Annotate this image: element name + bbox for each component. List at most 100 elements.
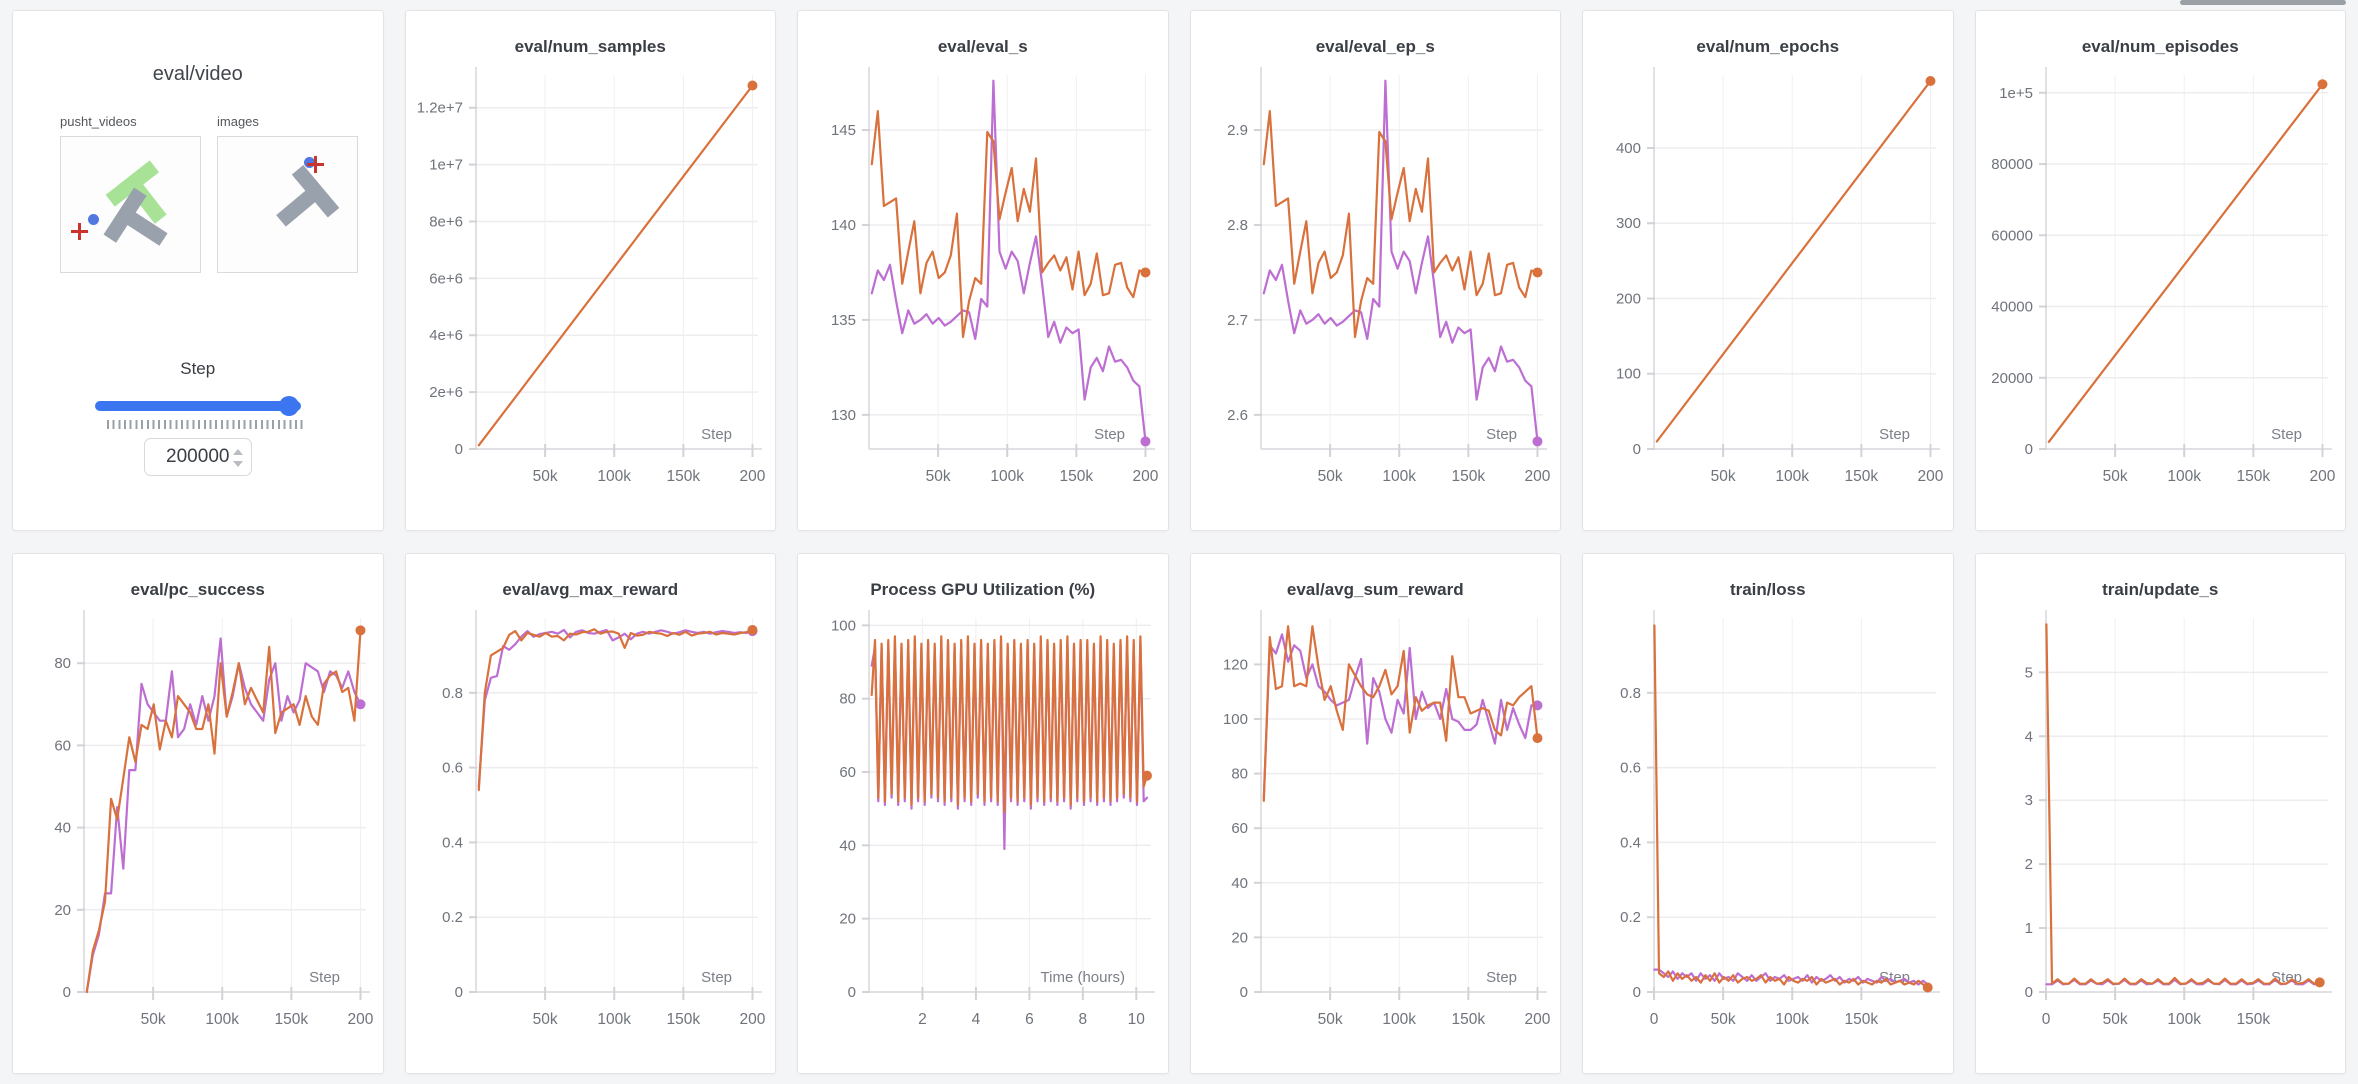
svg-text:200: 200	[347, 1011, 373, 1028]
svg-text:100k: 100k	[1775, 468, 1809, 485]
svg-text:150k: 150k	[2237, 468, 2271, 485]
svg-text:2.6: 2.6	[1227, 407, 1248, 424]
svg-text:1e+5: 1e+5	[1999, 85, 2033, 102]
svg-text:60: 60	[1232, 820, 1249, 837]
chart-title: eval/avg_max_reward	[502, 580, 679, 599]
svg-text:Step: Step	[309, 969, 340, 986]
svg-text:100k: 100k	[990, 468, 1024, 485]
gpu-utilization-chart[interactable]: 0 20 40 60 80 100 2 4 6 8 10 Time (hours)	[807, 604, 1159, 1056]
num-epochs-chart[interactable]: 0 100 200 300 400 50k 100k 150k 200 Step	[1592, 61, 1944, 513]
chart-title: eval/eval_ep_s	[1315, 37, 1435, 56]
svg-text:40000: 40000	[1992, 299, 2034, 316]
stepper-down-icon[interactable]	[232, 461, 243, 467]
chart-title: Process GPU Utilization (%)	[870, 580, 1096, 599]
svg-text:Time (hours): Time (hours)	[1040, 969, 1124, 986]
svg-text:0: 0	[2025, 984, 2033, 1001]
step-slider[interactable]	[94, 395, 301, 417]
svg-text:5: 5	[2025, 664, 2033, 681]
media-label-pusht-videos: pusht_videos	[60, 114, 137, 129]
svg-text:0: 0	[1632, 441, 1640, 458]
svg-text:4e+6: 4e+6	[429, 327, 463, 344]
svg-text:200: 200	[740, 468, 766, 485]
video-thumbnail-pusht[interactable]	[60, 136, 201, 273]
svg-text:1.2e+7: 1.2e+7	[417, 100, 463, 117]
horizontal-scrollbar-thumb[interactable]	[2180, 0, 2346, 5]
svg-text:0: 0	[455, 984, 463, 1001]
svg-text:150k: 150k	[1059, 468, 1093, 485]
svg-text:Step: Step	[1486, 426, 1517, 443]
step-value-input[interactable]: 200000	[143, 438, 252, 476]
svg-text:20: 20	[54, 902, 71, 919]
svg-text:100k: 100k	[598, 1011, 632, 1028]
svg-text:50k: 50k	[533, 468, 558, 485]
svg-text:100k: 100k	[1383, 1011, 1417, 1028]
svg-text:100k: 100k	[2168, 1011, 2202, 1028]
panel-eval-eval-ep-s: eval/eval_ep_s 2.6 2.7 2.8 2.9 50k 100k 150k 20…	[1189, 10, 1561, 531]
svg-text:150k: 150k	[667, 1011, 701, 1028]
svg-text:0: 0	[2042, 1011, 2051, 1028]
svg-text:130: 130	[831, 407, 856, 424]
panel-eval-eval-s: eval/eval_s 130 135 140 145 50k 100k 150k 200 St…	[797, 10, 1169, 531]
svg-text:0: 0	[62, 984, 70, 1001]
avg-max-reward-chart[interactable]: 0 0.2 0.4 0.6 0.8 50k 100k 150k 200 Step	[414, 604, 766, 1056]
number-stepper[interactable]	[232, 447, 243, 469]
svg-text:100k: 100k	[1383, 468, 1417, 485]
svg-text:200: 200	[1616, 290, 1641, 307]
svg-text:135: 135	[831, 312, 856, 329]
svg-text:150k: 150k	[1844, 468, 1878, 485]
svg-text:150k: 150k	[1452, 468, 1486, 485]
svg-text:20000: 20000	[1992, 370, 2034, 387]
avg-sum-reward-chart[interactable]: 0 20 40 60 80 100 120 50k 100k 150k 200 Step	[1199, 604, 1551, 1056]
stepper-up-icon[interactable]	[232, 449, 243, 455]
svg-text:0.4: 0.4	[1620, 834, 1641, 851]
svg-text:60: 60	[839, 764, 856, 781]
svg-text:20: 20	[1232, 929, 1249, 946]
chart-title: eval/eval_s	[937, 37, 1028, 56]
panel-train-loss: train/loss 0 0.2 0.4 0.6 0.8 0 50k 100k 150k Step	[1582, 553, 1954, 1074]
panel-eval-num-samples: eval/num_samples 0 2e+6 4e+6 6e+6 8e+6 1e+7 1.…	[404, 10, 776, 531]
svg-text:Step: Step	[2271, 426, 2302, 443]
svg-text:50k: 50k	[140, 1011, 165, 1028]
image-thumbnail[interactable]	[217, 136, 358, 273]
slider-thumb[interactable]	[278, 396, 299, 416]
svg-text:0.4: 0.4	[442, 834, 463, 851]
svg-text:145: 145	[831, 122, 856, 139]
num-samples-chart[interactable]: 0 2e+6 4e+6 6e+6 8e+6 1e+7 1.2e+7 50k 100k 150k 20…	[414, 61, 766, 513]
svg-text:80: 80	[839, 691, 856, 708]
num-episodes-chart[interactable]: 0 20000 40000 60000 80000 1e+5 50k 100k 150k 200 S…	[1984, 61, 2336, 513]
media-label-images: images	[217, 114, 259, 129]
svg-text:200: 200	[1525, 1011, 1551, 1028]
svg-text:0.2: 0.2	[442, 909, 463, 926]
chart-title: eval/num_episodes	[2081, 37, 2239, 56]
svg-text:150k: 150k	[274, 1011, 308, 1028]
svg-text:0: 0	[1632, 984, 1640, 1001]
pusht-block-t-icon	[263, 165, 340, 242]
svg-text:8: 8	[1078, 1011, 1087, 1028]
panel-eval-pc-success: eval/pc_success 0 20 40 60 80 50k 100k 150k 200 S…	[12, 553, 384, 1074]
svg-text:120: 120	[1223, 656, 1248, 673]
chart-title: eval/num_samples	[514, 37, 666, 56]
eval-s-chart[interactable]: 130 135 140 145 50k 100k 150k 200 Step	[807, 61, 1159, 513]
pc-success-chart[interactable]: 0 20 40 60 80 50k 100k 150k 200 Step	[22, 604, 374, 1056]
svg-text:150k: 150k	[667, 468, 701, 485]
svg-text:40: 40	[54, 820, 71, 837]
svg-text:Step: Step	[1879, 426, 1910, 443]
panel-eval-video: eval/video pusht_videos images Step 2000…	[12, 10, 384, 531]
eval-ep-s-chart[interactable]: 2.6 2.7 2.8 2.9 50k 100k 150k 200 Step	[1199, 61, 1551, 513]
svg-text:100k: 100k	[1775, 1011, 1809, 1028]
svg-text:Step: Step	[1094, 426, 1125, 443]
svg-text:0: 0	[1240, 984, 1248, 1001]
svg-text:0.8: 0.8	[442, 685, 463, 702]
svg-text:0: 0	[455, 441, 463, 458]
svg-text:1e+7: 1e+7	[429, 157, 463, 174]
svg-text:20: 20	[839, 911, 856, 928]
svg-text:50k: 50k	[1710, 468, 1735, 485]
chart-title: eval/pc_success	[130, 580, 265, 599]
svg-text:8e+6: 8e+6	[429, 213, 463, 230]
svg-text:0: 0	[1649, 1011, 1658, 1028]
slider-track[interactable]	[94, 401, 301, 411]
panel-train-update-s: train/update_s 0 1 2 3 4 5 0 50k 100k 150k Step	[1974, 553, 2346, 1074]
panel-eval-avg-max-reward: eval/avg_max_reward 0 0.2 0.4 0.6 0.8 50k 100k…	[404, 553, 776, 1074]
